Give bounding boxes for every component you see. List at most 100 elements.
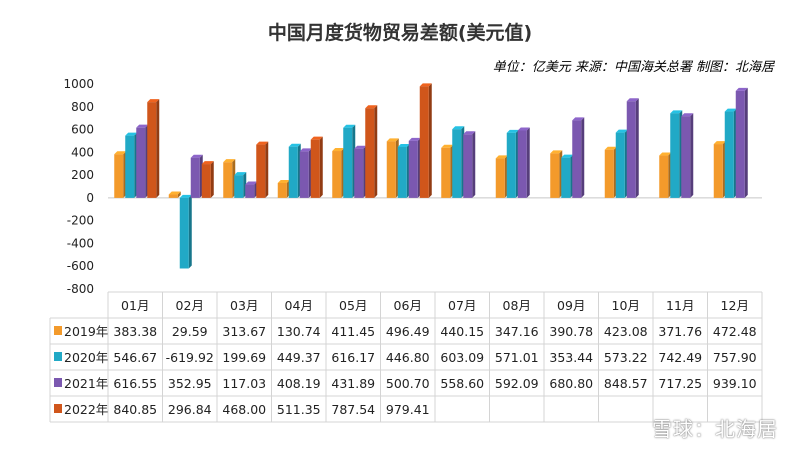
chart-title: 中国月度货物贸易差额(美元值) [267, 22, 533, 44]
data-label: 449.37 [277, 350, 321, 365]
bar-top [168, 191, 181, 195]
bar-top [681, 113, 694, 117]
data-label: 511.35 [277, 402, 321, 417]
bar-top [179, 194, 192, 198]
data-label: 616.55 [113, 376, 157, 391]
data-label: 558.60 [440, 376, 484, 391]
bar-top [190, 154, 203, 158]
bar-top [288, 143, 301, 147]
bar [517, 130, 527, 198]
y-tick-label: 200 [71, 168, 94, 182]
data-label: 29.59 [172, 324, 208, 339]
bar-top [419, 83, 432, 87]
bar-side [265, 141, 269, 198]
bar-top [354, 145, 367, 149]
data-label: 573.22 [604, 350, 648, 365]
bar [354, 148, 364, 198]
bar-top [408, 137, 421, 141]
bar [397, 147, 407, 198]
bar [724, 111, 734, 198]
bar-top [452, 126, 465, 130]
bar-side [472, 131, 476, 198]
bar [659, 155, 669, 198]
bar-side [210, 161, 214, 198]
bar-side [374, 105, 378, 198]
bar [310, 139, 320, 198]
bar [147, 102, 157, 198]
legend-swatch [54, 326, 62, 335]
data-label: -619.92 [166, 350, 214, 365]
data-label: 717.25 [658, 376, 702, 391]
bar [190, 157, 200, 198]
bar-side [744, 87, 748, 198]
data-label: 757.90 [713, 350, 757, 365]
legend-swatch [54, 378, 62, 387]
bar-side [581, 117, 585, 198]
legend-label: 2019年 [64, 324, 108, 339]
bar [332, 151, 342, 198]
y-tick-label: -800 [67, 282, 94, 296]
bar-top [604, 146, 617, 150]
bar-top [256, 141, 269, 145]
bar-top [441, 144, 454, 148]
category-label: 12月 [721, 298, 749, 313]
legend-swatch [54, 352, 62, 361]
bar-top [147, 99, 160, 103]
bar [452, 129, 462, 198]
legend-label: 2022年 [64, 402, 108, 417]
data-label: 440.15 [440, 324, 484, 339]
bar-top [495, 155, 508, 159]
bar-side [690, 113, 694, 198]
data-label: 592.09 [495, 376, 539, 391]
data-label: 446.80 [386, 350, 430, 365]
bar-top [114, 151, 127, 155]
bar [604, 149, 614, 198]
y-tick-label: 600 [71, 123, 94, 137]
bar [299, 151, 309, 198]
bar-top [561, 154, 574, 158]
data-label: 939.10 [713, 376, 757, 391]
bar-side [319, 136, 323, 198]
bar-top [299, 148, 312, 152]
bar-top [386, 138, 399, 142]
data-label: 130.74 [277, 324, 321, 339]
bar-top [201, 161, 214, 165]
bar [114, 154, 124, 198]
data-label: 199.69 [222, 350, 266, 365]
bar [245, 184, 255, 198]
data-label: 979.41 [386, 402, 430, 417]
legend-swatch [54, 404, 62, 413]
bar-side [428, 83, 432, 198]
category-label: 03月 [230, 298, 258, 313]
bar-top [713, 141, 726, 145]
bar-top [397, 144, 410, 148]
category-label: 05月 [339, 298, 367, 313]
data-label: 840.85 [113, 402, 157, 417]
bar-top [234, 172, 247, 176]
bar-top [310, 136, 323, 140]
y-tick-label: 400 [71, 145, 94, 159]
data-label: 408.19 [277, 376, 321, 391]
y-tick-label: 800 [71, 100, 94, 114]
category-label: 01月 [121, 298, 149, 313]
category-label: 10月 [612, 298, 640, 313]
bar [441, 147, 451, 198]
bar [572, 120, 582, 198]
bar [615, 132, 625, 198]
bar-top [572, 117, 585, 121]
bar [365, 108, 375, 198]
bar [463, 134, 473, 198]
category-label: 07月 [448, 298, 476, 313]
bar [735, 90, 745, 198]
data-label: 787.54 [331, 402, 375, 417]
bar-top [223, 159, 236, 163]
bar-top [670, 110, 683, 114]
bar [288, 146, 298, 198]
bar [179, 197, 189, 269]
bar-top [463, 131, 476, 135]
bar [681, 116, 691, 198]
bar [136, 127, 146, 198]
bar-top [136, 124, 149, 128]
data-label: 500.70 [386, 376, 430, 391]
bar [408, 140, 418, 198]
